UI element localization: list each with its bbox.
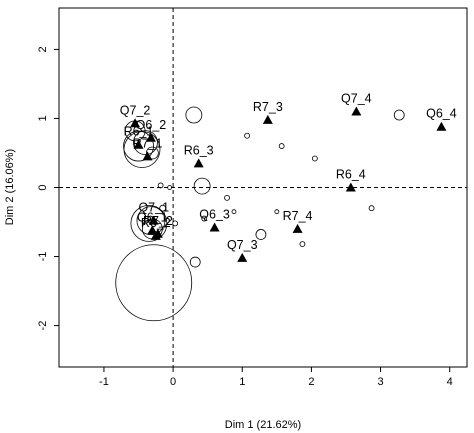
x-tick-label: 2 bbox=[308, 376, 314, 388]
x-axis-label: Dim 1 (21.62%) bbox=[225, 419, 301, 431]
category-marker bbox=[237, 252, 248, 262]
individual-point bbox=[278, 143, 285, 149]
individual-point bbox=[299, 241, 306, 248]
individual-point bbox=[172, 220, 179, 227]
category-marker bbox=[148, 215, 159, 225]
category-marker bbox=[262, 114, 273, 124]
category-label: Q6_4 bbox=[426, 107, 457, 121]
category-marker bbox=[130, 118, 141, 128]
individual-point bbox=[231, 209, 237, 215]
y-axis: -2 -1 0 1 2 bbox=[37, 46, 59, 330]
category-label: Q7_2 bbox=[120, 103, 151, 117]
category-marker bbox=[147, 225, 158, 235]
category-label: R6_3 bbox=[184, 143, 214, 157]
individual-point bbox=[133, 130, 158, 156]
y-tick-label: -2 bbox=[37, 321, 49, 331]
x-tick-label: 0 bbox=[170, 376, 176, 388]
individual-point bbox=[123, 131, 161, 168]
x-tick-label: 1 bbox=[239, 376, 245, 388]
category-label: Q7_4 bbox=[341, 92, 372, 106]
category-marker bbox=[193, 158, 204, 168]
individual-point bbox=[123, 130, 154, 162]
category-marker bbox=[351, 106, 362, 116]
individual-point bbox=[130, 204, 168, 242]
category-label: Q6_2 bbox=[136, 118, 167, 132]
category-label: R7_2 bbox=[143, 214, 173, 228]
category-labels: Q7_2Q6_2R6_1R7_1 R7_3 Q7_4 Q6_4 R6_3 R6_4 Q7_1… bbox=[120, 92, 457, 252]
category-label: R6_2 bbox=[141, 216, 171, 230]
category-label: Q7_3 bbox=[227, 238, 258, 252]
individual-point bbox=[115, 244, 193, 322]
individual-point bbox=[145, 146, 159, 160]
category-marker bbox=[345, 182, 356, 192]
y-tick-label: 2 bbox=[37, 46, 49, 52]
x-tick-label: -1 bbox=[99, 376, 109, 388]
individual-point bbox=[136, 206, 166, 236]
individual-point bbox=[185, 106, 203, 124]
category-label: R7_4 bbox=[283, 209, 313, 223]
category-label: Q6_1 bbox=[137, 210, 168, 224]
category-marker bbox=[209, 222, 220, 232]
y-tick-label: 1 bbox=[37, 115, 49, 121]
individual-point bbox=[224, 194, 230, 201]
category-label: Q6_3 bbox=[199, 208, 230, 222]
individual-point bbox=[255, 229, 267, 240]
x-axis: -1 0 1 2 3 4 bbox=[99, 367, 453, 388]
individual-point bbox=[159, 204, 167, 212]
individual-point bbox=[189, 256, 201, 268]
individual-point bbox=[201, 215, 208, 222]
category-marker bbox=[142, 151, 153, 161]
category-label: R6_1 bbox=[124, 125, 154, 139]
individual-points bbox=[115, 106, 405, 322]
x-tick-label: 3 bbox=[377, 376, 383, 388]
category-marker bbox=[133, 139, 144, 149]
y-tick-label: 0 bbox=[37, 184, 49, 190]
category-marker bbox=[436, 121, 447, 131]
individual-point bbox=[167, 185, 173, 190]
individual-point bbox=[244, 132, 250, 139]
individual-point bbox=[368, 205, 375, 212]
individual-point bbox=[311, 155, 318, 162]
x-tick-label: 4 bbox=[447, 376, 453, 388]
individual-point bbox=[157, 182, 164, 189]
category-marker bbox=[292, 223, 303, 233]
category-label: R7_1 bbox=[133, 136, 163, 150]
category-markers bbox=[130, 106, 447, 262]
reference-lines bbox=[59, 8, 467, 367]
individual-point bbox=[274, 209, 280, 215]
category-marker bbox=[145, 132, 156, 142]
category-label: Q7_1 bbox=[138, 201, 169, 215]
category-label: R6_4 bbox=[336, 168, 366, 182]
y-axis-label: Dim 2 (16.06%) bbox=[4, 149, 16, 225]
y-tick-label: -1 bbox=[37, 252, 49, 262]
individual-point bbox=[193, 177, 211, 195]
category-label: R7_3 bbox=[253, 100, 283, 114]
individual-point bbox=[393, 109, 405, 121]
category-marker bbox=[150, 230, 161, 240]
